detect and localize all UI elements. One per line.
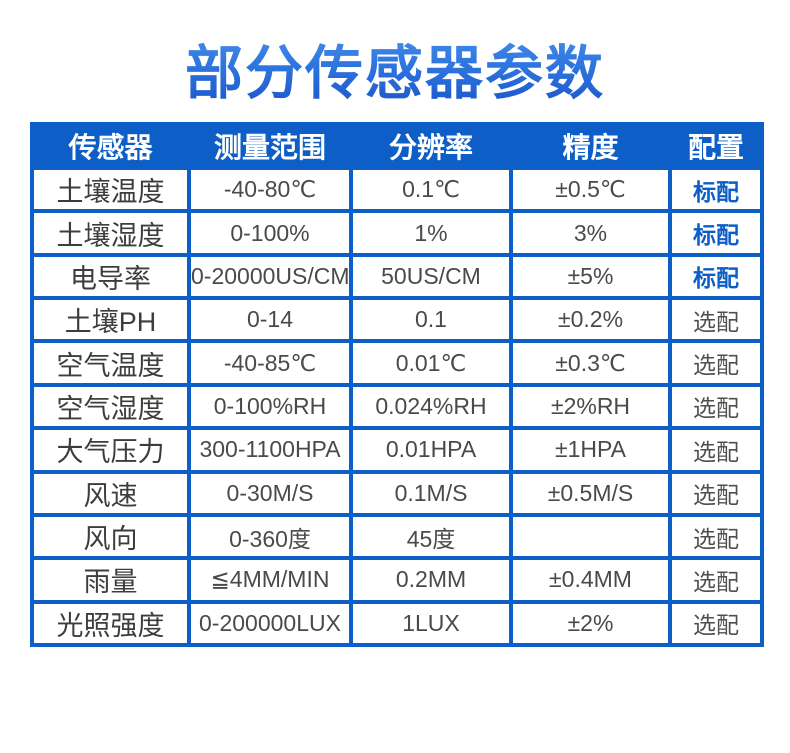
sensor-name-cell: 土壤湿度	[30, 209, 191, 257]
accuracy-cell: ±0.4MM	[509, 556, 672, 604]
table-row: 大气压力 300-1100HPA 0.01HPA ±1HPA 选配	[30, 426, 764, 474]
measure-range-cell: 0-14	[187, 296, 353, 344]
accuracy-cell: ±0.3℃	[509, 339, 672, 387]
config-cell: 选配	[668, 599, 764, 648]
table-row: 土壤湿度 0-100% 1% 3% 标配	[30, 209, 764, 257]
table-row: 风速 0-30M/S 0.1M/S ±0.5M/S 选配	[30, 469, 764, 517]
standard-config-badge: 标配	[693, 178, 739, 205]
optional-config-badge: 选配	[693, 568, 739, 595]
optional-config-badge: 选配	[693, 395, 739, 422]
measure-range-cell: 0-20000US/CM	[187, 252, 353, 301]
accuracy-cell: ±1HPA	[509, 426, 672, 474]
config-cell: 标配	[668, 252, 764, 301]
sensor-name-cell: 空气温度	[30, 339, 191, 387]
resolution-cell: 50US/CM	[349, 252, 513, 301]
sensor-name-cell: 土壤PH	[30, 296, 191, 344]
accuracy-cell	[509, 512, 672, 561]
measure-range-cell: -40-85℃	[187, 339, 353, 387]
measure-range-cell: -40-80℃	[187, 165, 353, 214]
column-header-config: 配置	[668, 122, 764, 170]
table-row: 光照强度 0-200000LUX 1LUX ±2% 选配	[30, 599, 764, 648]
table-row: 空气温度 -40-85℃ 0.01℃ ±0.3℃ 选配	[30, 339, 764, 387]
config-cell: 标配	[668, 209, 764, 257]
resolution-cell: 0.01HPA	[349, 426, 513, 474]
sensor-name-cell: 大气压力	[30, 426, 191, 474]
config-cell: 选配	[668, 556, 764, 604]
table-row: 电导率 0-20000US/CM 50US/CM ±5% 标配	[30, 252, 764, 301]
table-row: 土壤PH 0-14 0.1 ±0.2% 选配	[30, 296, 764, 344]
column-header-sensor: 传感器	[30, 122, 191, 170]
table-row: 土壤温度 -40-80℃ 0.1℃ ±0.5℃ 标配	[30, 165, 764, 214]
resolution-cell: 1%	[349, 209, 513, 257]
measure-range-cell: 0-30M/S	[187, 469, 353, 517]
measure-range-cell: 0-200000LUX	[187, 599, 353, 648]
optional-config-badge: 选配	[693, 352, 739, 379]
table-body: 土壤温度 -40-80℃ 0.1℃ ±0.5℃ 标配 土壤湿度 0-100% 1% 3% 标配 电导…	[30, 165, 764, 648]
resolution-cell: 1LUX	[349, 599, 513, 648]
sensor-name-cell: 光照强度	[30, 599, 191, 648]
table-row: 风向 0-360度 45度 选配	[30, 512, 764, 561]
config-cell: 选配	[668, 382, 764, 431]
accuracy-cell: ±0.2%	[509, 296, 672, 344]
sensor-name-cell: 雨量	[30, 556, 191, 604]
sensor-name-cell: 土壤温度	[30, 165, 191, 214]
resolution-cell: 45度	[349, 512, 513, 561]
sensor-name-cell: 电导率	[30, 252, 191, 301]
page-title: 部分传感器参数	[0, 26, 790, 110]
resolution-cell: 0.2MM	[349, 556, 513, 604]
table-header: 传感器 测量范围 分辨率 精度 配置	[30, 122, 764, 170]
resolution-cell: 0.01℃	[349, 339, 513, 387]
standard-config-badge: 标配	[693, 222, 739, 249]
sensor-name-cell: 空气湿度	[30, 382, 191, 431]
accuracy-cell: ±2%	[509, 599, 672, 648]
accuracy-cell: 3%	[509, 209, 672, 257]
config-cell: 选配	[668, 512, 764, 561]
sensor-name-cell: 风向	[30, 512, 191, 561]
standard-config-badge: 标配	[693, 265, 739, 292]
column-header-range: 测量范围	[187, 122, 353, 170]
measure-range-cell: 0-100%	[187, 209, 353, 257]
measure-range-cell: 0-360度	[187, 512, 353, 561]
resolution-cell: 0.1	[349, 296, 513, 344]
accuracy-cell: ±0.5M/S	[509, 469, 672, 517]
measure-range-cell: 0-100%RH	[187, 382, 353, 431]
measure-range-cell: ≦4MM/MIN	[187, 556, 353, 604]
config-cell: 标配	[668, 165, 764, 214]
optional-config-badge: 选配	[693, 438, 739, 465]
config-cell: 选配	[668, 469, 764, 517]
accuracy-cell: ±5%	[509, 252, 672, 301]
config-cell: 选配	[668, 426, 764, 474]
optional-config-badge: 选配	[693, 612, 739, 639]
resolution-cell: 0.024%RH	[349, 382, 513, 431]
config-cell: 选配	[668, 339, 764, 387]
config-cell: 选配	[668, 296, 764, 344]
column-header-accuracy: 精度	[509, 122, 672, 170]
accuracy-cell: ±0.5℃	[509, 165, 672, 214]
resolution-cell: 0.1℃	[349, 165, 513, 214]
table-row: 空气湿度 0-100%RH 0.024%RH ±2%RH 选配	[30, 382, 764, 431]
column-header-resolution: 分辨率	[349, 122, 513, 170]
sensor-name-cell: 风速	[30, 469, 191, 517]
sensor-spec-table: 传感器 测量范围 分辨率 精度 配置 土壤温度 -40-80℃ 0.1℃ ±0.5℃ 标配 土壤湿…	[30, 122, 764, 648]
optional-config-badge: 选配	[693, 525, 739, 552]
optional-config-badge: 选配	[693, 482, 739, 509]
table-row: 雨量 ≦4MM/MIN 0.2MM ±0.4MM 选配	[30, 556, 764, 604]
optional-config-badge: 选配	[693, 308, 739, 335]
accuracy-cell: ±2%RH	[509, 382, 672, 431]
measure-range-cell: 300-1100HPA	[187, 426, 353, 474]
table-header-row: 传感器 测量范围 分辨率 精度 配置	[30, 122, 764, 170]
resolution-cell: 0.1M/S	[349, 469, 513, 517]
